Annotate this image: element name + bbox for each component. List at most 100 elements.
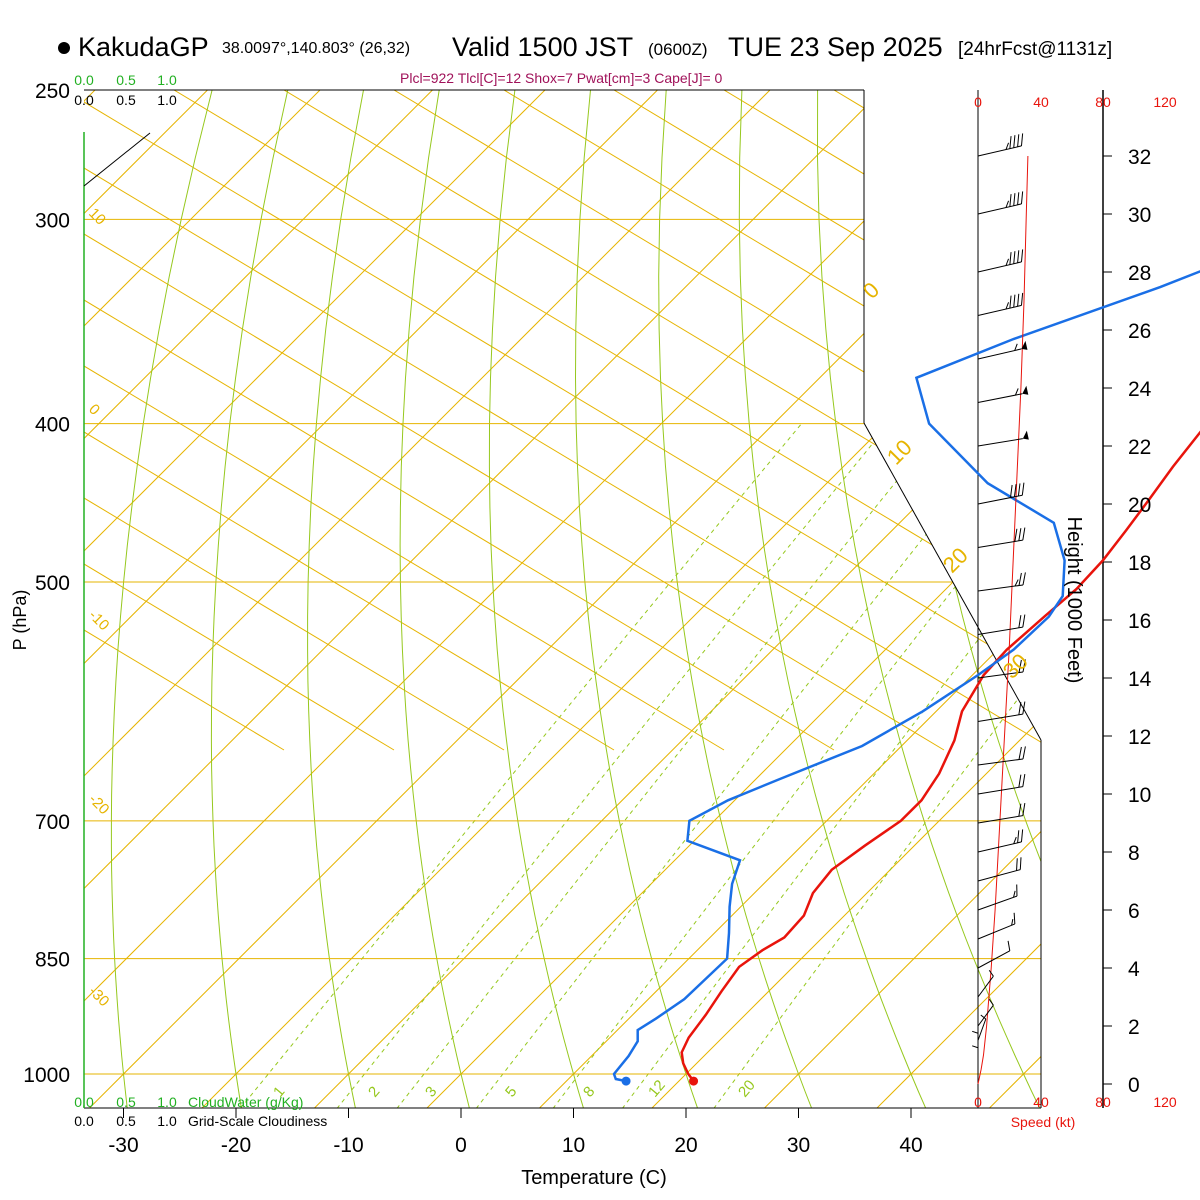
adiabat-line (84, 90, 505, 751)
speed-top-tick: 40 (1033, 94, 1049, 110)
isotherm-line (84, 90, 433, 1108)
dry-adiabat-line (738, 90, 927, 1108)
forecast-info: [24hrFcst@1131z] (958, 39, 1113, 60)
height-tick-label: 0 (1128, 1074, 1140, 1097)
cloud-bottom-black-tick: 1.0 (157, 1113, 177, 1129)
cloud-top-green-tick: 0.5 (116, 72, 136, 88)
cloudiness-trace (83, 132, 151, 187)
adiabat-line (84, 90, 725, 751)
x-tick-label: -30 (108, 1134, 138, 1157)
adiabat-line (84, 90, 945, 751)
height-tick-label: 4 (1128, 958, 1140, 981)
cloud-bottom-black-tick: 0.5 (116, 1113, 136, 1129)
isotherm-line (538, 90, 1041, 1108)
adiabat-line (613, 90, 1041, 751)
height-tick-label: 2 (1128, 1016, 1140, 1039)
mixing-ratio-line (239, 423, 802, 1108)
x-tick-label: 30 (787, 1134, 810, 1157)
wind-barb (977, 614, 1026, 635)
dry-adiabat-line (307, 90, 364, 1108)
cloud-bottom-green-tick: 1.0 (157, 1094, 177, 1110)
isotherm-line (84, 90, 546, 1108)
station-dot-icon (58, 42, 70, 54)
cloud-top-green-tick: 0.0 (74, 72, 94, 88)
adiabat-line (84, 90, 1041, 751)
height-tick-label: 28 (1128, 262, 1151, 285)
mixing-ratio-line (713, 423, 1041, 1108)
x-tick-label: 20 (674, 1134, 697, 1157)
mixing-ratio-label: 5 (502, 1083, 520, 1100)
isotherm-line (201, 90, 1041, 1108)
dry-adiabat-line (816, 90, 1041, 1108)
wind-barb (972, 1045, 979, 1070)
x-tick-label: -10 (333, 1134, 363, 1157)
isotherm-line (84, 90, 321, 1108)
wind-barb (977, 292, 1024, 316)
wind-barb (977, 912, 1016, 940)
height-tick-label: 20 (1128, 494, 1151, 517)
valid-date: TUE 23 Sep 2025 (728, 32, 943, 62)
pressure-label: 1000 (23, 1064, 70, 1087)
x-tick-label: 10 (562, 1134, 585, 1157)
speed-top-tick: 0 (974, 94, 982, 110)
isotherm-line (988, 90, 1041, 1108)
cloudwater-label: CloudWater (g/Kg) (188, 1094, 303, 1110)
height-tick-label: 12 (1128, 726, 1151, 749)
speed-top-tick: 120 (1153, 94, 1177, 110)
wind-barb (977, 701, 1026, 722)
speed-top-tick: 80 (1095, 94, 1111, 110)
x-tick-label: -20 (221, 1134, 251, 1157)
pressure-label: 300 (35, 209, 70, 232)
dry-adiabat-line (210, 90, 289, 1108)
wind-barb (977, 249, 1024, 273)
cloud-top-black-tick: 0.5 (116, 92, 136, 108)
isotherm-line (84, 90, 658, 1108)
isotherm-label: -10 (85, 607, 112, 634)
speed-bottom-tick: 40 (1033, 1094, 1049, 1110)
stability-params: Plcl=922 Tlcl[C]=12 Shox=7 Pwat[cm]=3 Ca… (400, 70, 723, 86)
height-tick-label: 30 (1128, 204, 1151, 227)
mixing-ratio-label: 12 (645, 1077, 669, 1101)
cloudiness-label: Grid-Scale Cloudiness (188, 1113, 327, 1129)
mixing-ratio-line (552, 423, 1041, 1108)
speed-bottom-tick: 120 (1153, 1094, 1177, 1110)
wind-barb (977, 884, 1018, 911)
dry-adiabat-line (658, 90, 813, 1108)
isotherm-line (426, 90, 1041, 1108)
height-tick-label: 6 (1128, 900, 1140, 923)
adiabat-line (723, 90, 1041, 751)
cloud-bottom-green-tick: 0.0 (74, 1094, 94, 1110)
wind-barb (977, 969, 994, 998)
speed-bottom-tick: 80 (1095, 1094, 1111, 1110)
adiabat-line (84, 90, 285, 751)
height-tick-label: 18 (1128, 552, 1151, 575)
mixing-ratio-label: 20 (735, 1077, 759, 1101)
adiabat-line (84, 90, 835, 751)
wind-barb (977, 802, 1026, 824)
pressure-label: 500 (35, 572, 70, 595)
isotherm-line (876, 90, 1041, 1108)
wind-barb (977, 430, 1029, 447)
wind-barb (977, 659, 1026, 679)
wind-barb (972, 1030, 979, 1055)
speed-axis-label: Speed (kt) (1011, 1114, 1076, 1130)
y-axis-label: P (hPa) (10, 590, 30, 651)
dry-adiabat-line (110, 90, 213, 1108)
wind-barb (977, 1014, 987, 1041)
adiabat-line (84, 90, 395, 751)
mixing-ratio-line (396, 423, 944, 1108)
x-tick-label: 0 (455, 1134, 467, 1157)
height-tick-label: 22 (1128, 436, 1151, 459)
valid-zulu: (0600Z) (648, 40, 708, 59)
adiabat-line (84, 90, 1041, 751)
speed-bottom-tick: 0 (974, 1094, 982, 1110)
adiabat-line (283, 90, 1041, 751)
height-tick-label: 26 (1128, 320, 1151, 343)
wind-speed-curve (977, 155, 1029, 1085)
adiabat-line (173, 90, 1041, 751)
height-tick-label: 10 (1128, 784, 1151, 807)
wind-barb (977, 340, 1028, 360)
wind-barb (977, 998, 994, 1027)
height-tick-label: 32 (1128, 146, 1151, 169)
isotherm-label-right: 20 (938, 543, 973, 578)
